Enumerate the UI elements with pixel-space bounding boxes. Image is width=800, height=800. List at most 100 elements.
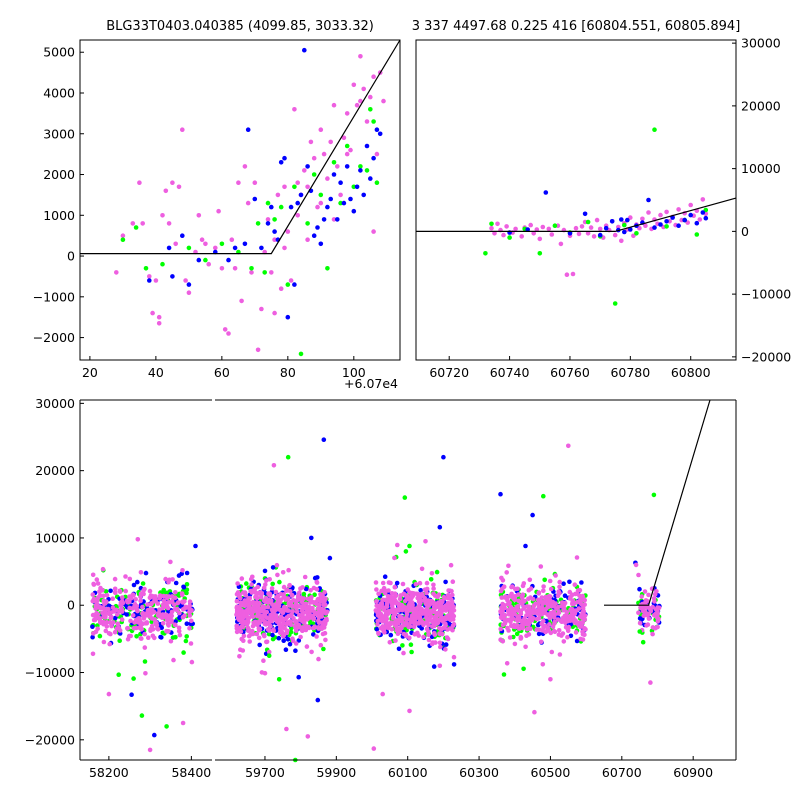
panel3-point-pink <box>409 593 415 599</box>
panel3-point-green <box>134 634 139 639</box>
panel3-point-pink <box>654 589 659 594</box>
panel3-point-pink <box>441 607 446 613</box>
panel3-point-green <box>541 493 546 499</box>
panel3-point-pink <box>265 627 271 632</box>
panel3-point-pink <box>382 630 387 635</box>
panel3-point-pink <box>282 595 288 601</box>
panel1-point-pink <box>199 237 205 242</box>
panel3-point-pink <box>428 609 433 614</box>
panel3-point-pink <box>279 629 285 635</box>
panel3-point-pink <box>389 591 395 596</box>
panel2-point-pink <box>612 232 618 238</box>
panel3-point-pink <box>284 726 289 732</box>
panel1-point-blue <box>325 204 330 210</box>
panel3-point-blue <box>257 642 263 648</box>
panel3-point-pink <box>128 596 134 601</box>
panel3-point-blue <box>321 437 327 443</box>
panel1-point-green <box>249 266 254 271</box>
panel3-point-pink <box>240 602 246 607</box>
panel1-point-green <box>325 266 330 271</box>
panel3-ytick-label: 0 <box>67 598 75 613</box>
panel3-point-pink <box>262 670 268 676</box>
panel3-point-pink <box>144 611 150 616</box>
panel3-xtick-label: 60300 <box>459 765 499 780</box>
panel3-point-pink <box>451 621 457 627</box>
panel3-xtick-label: 60700 <box>602 765 642 780</box>
panel3-point-blue <box>193 543 198 549</box>
panel3-point-blue <box>131 582 137 588</box>
panel3-point-pink <box>274 618 280 623</box>
panel3-point-pink <box>374 587 379 592</box>
panel3-point-pink <box>118 602 123 608</box>
panel3-point-pink <box>447 626 453 631</box>
panel1-point-pink <box>292 107 297 112</box>
panel2-point-pink <box>504 224 509 229</box>
panel3-point-pink <box>651 612 657 618</box>
panel3-point-pink <box>112 586 118 592</box>
panel1-point-pink <box>170 180 175 185</box>
panel1-point-blue <box>265 221 271 226</box>
panel1-point-pink <box>130 221 136 226</box>
panel3-point-pink <box>315 606 321 612</box>
panel3-point-pink <box>127 576 133 582</box>
panel3-point-pink <box>144 620 150 625</box>
panel1-point-pink <box>203 241 208 247</box>
panel1-point-pink <box>308 139 314 145</box>
panel3-point-pink <box>90 572 96 578</box>
panel3-point-blue <box>135 579 140 585</box>
panel3-point-pink <box>157 593 163 598</box>
panel3-point-pink <box>259 591 265 596</box>
panel1-point-blue <box>341 200 347 206</box>
panel3-point-pink <box>234 609 240 615</box>
panel3-point-pink <box>251 622 257 627</box>
panel3-point-pink <box>103 614 108 619</box>
panel3-point-pink <box>117 628 123 633</box>
panel3-point-pink <box>182 613 187 618</box>
panel2-xtick-label: 60800 <box>671 365 711 380</box>
panel3-point-pink <box>316 656 321 662</box>
panel3-point-blue <box>176 573 182 578</box>
panel3-point-pink <box>93 629 99 635</box>
panel3-point-green <box>637 629 642 634</box>
panel3-point-pink <box>380 580 386 586</box>
panel1-point-blue <box>282 155 287 161</box>
panel3-point-pink <box>437 631 442 636</box>
panel1-point-blue <box>321 217 327 222</box>
panel3-point-pink <box>582 613 588 618</box>
panel2-point-blue <box>682 217 687 223</box>
panel3-point-blue <box>530 512 535 518</box>
panel2-point-pink <box>540 224 546 230</box>
panel2-point-green <box>612 301 618 306</box>
panel3-xtick-label: 58200 <box>89 765 129 780</box>
panel1-point-blue <box>331 172 337 177</box>
panel1-point-pink <box>381 98 386 104</box>
panel3-point-pink <box>386 625 391 631</box>
panel3-point-pink <box>110 605 116 610</box>
panel3-point-pink <box>580 637 586 642</box>
panel3-point-pink <box>426 603 432 608</box>
panel1-point-pink <box>239 298 244 304</box>
panel3-point-pink <box>582 602 587 607</box>
panel3-point-pink <box>256 626 262 631</box>
panel3-point-pink <box>271 609 277 614</box>
panel1-point-green <box>255 221 261 226</box>
panel2-point-pink <box>700 197 706 202</box>
panel1-point-green <box>272 217 277 222</box>
panel3-point-pink <box>524 633 529 638</box>
panel3-point-blue <box>374 627 380 632</box>
panel1-point-pink <box>282 245 287 251</box>
panel2-point-pink <box>489 225 494 231</box>
panel3-point-pink <box>556 628 562 633</box>
panel3-point-pink <box>242 590 248 595</box>
panel1-point-green <box>219 241 225 247</box>
panel3-point-pink <box>148 602 154 607</box>
panel3-point-pink <box>112 629 118 635</box>
panel3-point-green <box>266 653 272 658</box>
panel1-point-blue <box>348 196 353 202</box>
panel1-point-pink <box>160 213 165 218</box>
panel3-point-pink <box>445 636 451 642</box>
panel3-point-pink <box>381 607 387 612</box>
panel3-point-pink <box>177 632 183 638</box>
panel3-point-pink <box>187 599 193 604</box>
panel3-point-pink <box>526 618 531 623</box>
